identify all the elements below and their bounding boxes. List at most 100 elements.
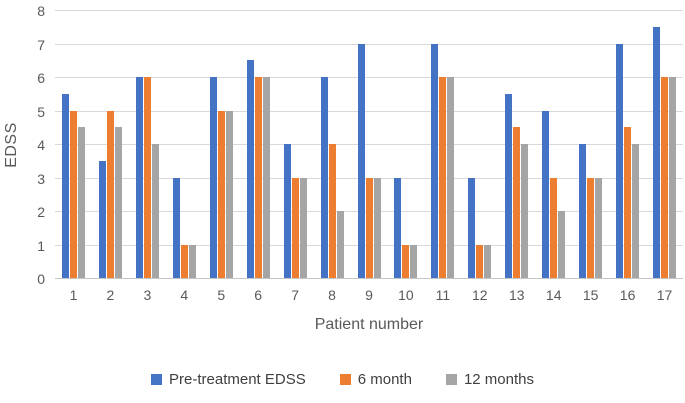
plot-area: 0 1 2 3 4 5 6 7 8 1 2 3 4 5 6 7 8 9 10 11 12 13 14 15 16 17 [37,3,683,303]
bar-group-patient-17 [653,26,677,278]
legend-label-12-months: 12 months [463,371,534,388]
bar-6-month-patient-10 [402,244,410,278]
gridline-y8 [55,10,683,11]
bar-group-patient-3 [135,77,159,278]
bar-pre-treatment-edss-patient-4 [172,177,180,278]
x-tick-label-16: 16 [619,287,636,303]
x-tick-label-2: 2 [106,287,115,303]
bar-group-patient-10 [394,177,418,278]
bar-6-month-patient-3 [143,77,151,278]
bar-pre-treatment-edss-patient-13 [505,93,513,278]
x-tick-label-11: 11 [435,287,451,303]
bar-6-month-patient-9 [365,177,373,278]
bar-6-month-patient-6 [254,77,262,278]
legend-swatch-pre-treatment-edss [151,374,163,385]
bar-pre-treatment-edss-patient-16 [616,43,624,278]
bar-12-months-patient-8 [336,211,344,278]
bar-12-months-patient-12 [484,244,492,278]
bar-6-month-patient-1 [69,110,77,278]
bar-6-month-patient-17 [661,77,669,278]
x-axis-title: Patient number [314,316,424,333]
x-tick-label-17: 17 [656,287,673,303]
bar-pre-treatment-edss-patient-3 [135,77,143,278]
x-tick-label-7: 7 [291,287,300,303]
bar-6-month-patient-16 [624,127,632,278]
bar-12-months-patient-15 [595,177,603,278]
bar-group-patient-6 [246,60,270,278]
bar-group-patient-11 [431,43,455,278]
bar-pre-treatment-edss-patient-10 [394,177,402,278]
x-tick-label-1: 1 [69,287,78,303]
bar-12-months-patient-1 [77,127,85,278]
y-tick-label-3: 3 [37,170,45,187]
y-tick-label-1: 1 [37,237,45,254]
bar-pre-treatment-edss-patient-14 [542,110,550,278]
x-tick-label-12: 12 [472,287,488,303]
bar-pre-treatment-edss-patient-9 [357,43,365,278]
y-tick-label-8: 8 [37,3,45,19]
y-tick-label-4: 4 [37,137,45,153]
x-tick-label-6: 6 [254,287,263,303]
bar-group-patient-16 [616,43,640,278]
x-tick-label-14: 14 [545,287,562,303]
bar-group-patient-5 [209,77,233,278]
legend-label-pre-treatment-edss: Pre-treatment EDSS [169,371,306,388]
bar-12-months-patient-3 [151,144,159,278]
bar-12-months-patient-4 [188,244,196,278]
bar-group-patient-1 [61,93,85,278]
bar-pre-treatment-edss-patient-11 [431,43,439,278]
bar-12-months-patient-2 [114,127,122,278]
bar-12-months-patient-13 [521,144,529,278]
x-axis-line [55,278,683,279]
y-tick-label-0: 0 [37,271,45,287]
bar-pre-treatment-edss-patient-17 [653,26,661,278]
bar-12-months-patient-14 [558,211,566,278]
bar-6-month-patient-14 [550,177,558,278]
x-tick-label-15: 15 [582,287,599,303]
x-tick-label-3: 3 [143,287,152,303]
bar-6-month-patient-7 [291,177,299,278]
y-tick-label-2: 2 [37,204,45,220]
bar-group-patient-13 [505,93,529,278]
legend-item-6-month: 6 month [339,371,412,388]
bar-group-patient-12 [468,177,492,278]
bar-pre-treatment-edss-patient-12 [468,177,476,278]
legend: Pre-treatment EDSS 6 month 12 months [0,371,685,388]
bar-pre-treatment-edss-patient-15 [579,144,587,278]
bar-pre-treatment-edss-patient-6 [246,60,254,278]
x-tick-label-13: 13 [508,287,525,303]
bar-6-month-patient-15 [587,177,595,278]
legend-item-pre-treatment-edss: Pre-treatment EDSS [151,371,306,388]
bar-group-patient-9 [357,43,381,278]
bar-6-month-patient-8 [328,144,336,278]
y-tick-label-7: 7 [37,36,45,53]
bar-6-month-patient-5 [217,110,225,278]
bar-group-patient-8 [320,77,344,278]
bar-pre-treatment-edss-patient-2 [98,160,106,278]
legend-swatch-12-months [445,374,457,385]
gridline-y6 [55,77,683,78]
bar-pre-treatment-edss-patient-8 [320,77,328,278]
bar-pre-treatment-edss-patient-1 [61,93,69,278]
bar-group-patient-2 [98,110,122,278]
x-tick-label-5: 5 [217,287,226,303]
bar-12-months-patient-17 [669,77,677,278]
gridline-y7 [55,43,683,45]
bar-group-patient-7 [283,144,307,278]
bar-12-months-patient-7 [299,177,307,278]
bar-6-month-patient-2 [106,110,114,278]
bar-12-months-patient-10 [410,244,418,278]
legend-swatch-6-month [339,374,351,385]
bar-group-patient-14 [542,110,566,278]
bar-6-month-patient-4 [180,244,188,278]
y-tick-label-5: 5 [37,103,45,120]
gridline-y4 [55,144,683,145]
bar-6-month-patient-12 [476,244,484,278]
bar-6-month-patient-13 [513,127,521,278]
y-tick-label-6: 6 [37,70,45,86]
bar-group-patient-4 [172,177,196,278]
x-tick-label-8: 8 [328,287,336,303]
bar-12-months-patient-11 [447,77,455,278]
x-tick-label-4: 4 [180,287,189,303]
